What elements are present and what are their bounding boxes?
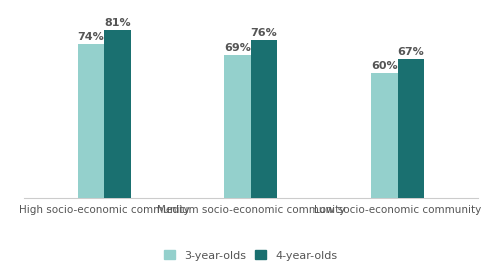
- Legend: 3-year-olds, 4-year-olds: 3-year-olds, 4-year-olds: [160, 246, 342, 265]
- Bar: [251, 40, 278, 198]
- Bar: [398, 59, 424, 198]
- Text: 81%: 81%: [104, 18, 130, 28]
- Text: 76%: 76%: [250, 28, 278, 38]
- Bar: [104, 30, 130, 198]
- Text: 69%: 69%: [224, 43, 251, 53]
- Text: 67%: 67%: [398, 47, 424, 57]
- Bar: [224, 55, 251, 198]
- Bar: [78, 44, 104, 198]
- Text: 60%: 60%: [371, 61, 398, 71]
- Bar: [371, 73, 398, 198]
- Text: 74%: 74%: [78, 32, 104, 42]
